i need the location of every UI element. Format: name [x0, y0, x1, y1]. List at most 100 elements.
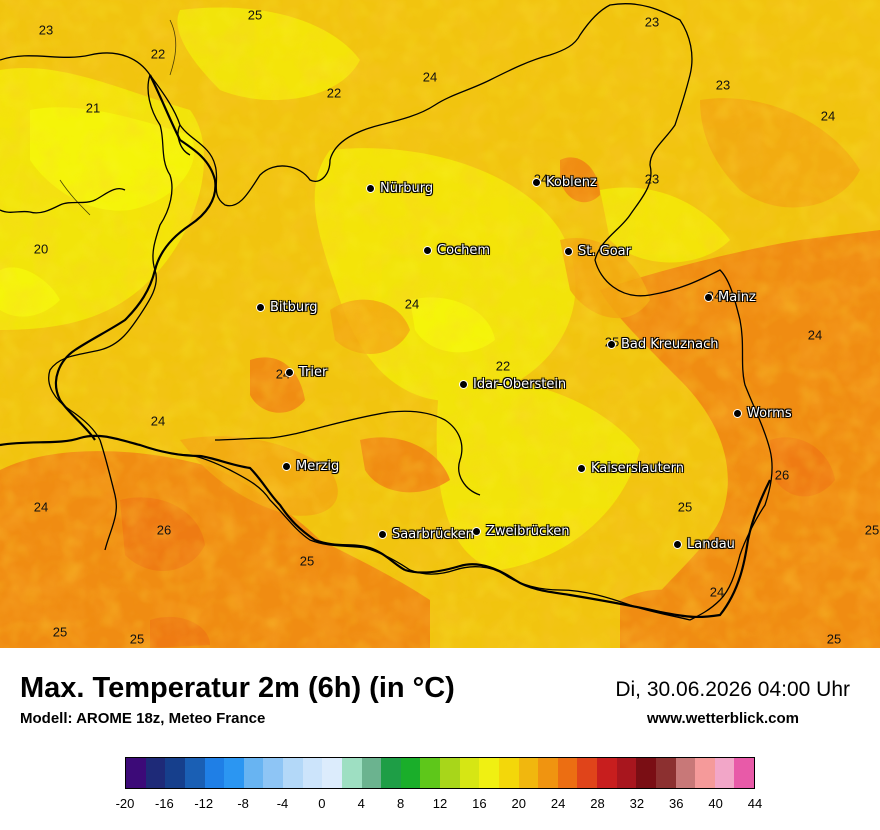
colorbar-swatch: [420, 758, 440, 788]
temp-label: 24: [422, 69, 438, 85]
city-bitburg[interactable]: Bitburg: [256, 300, 318, 315]
city-worms[interactable]: Worms: [733, 406, 792, 421]
colorbar-swatch: [440, 758, 460, 788]
city-name: Cochem: [437, 243, 491, 258]
colorbar-tick-label: -20: [115, 796, 135, 811]
forecast-datetime: Di, 30.06.2026 04:00 Uhr: [615, 678, 850, 701]
city-name: Koblenz: [546, 175, 597, 190]
temp-label: 26: [774, 467, 790, 483]
city-name: Landau: [687, 537, 735, 552]
colorbar-swatch: [184, 758, 205, 788]
colorbar-swatch: [243, 758, 264, 788]
temp-label: 25: [247, 7, 263, 23]
colorbar-swatch: [557, 758, 578, 788]
city-dot: [673, 540, 682, 549]
city-cochem[interactable]: Cochem: [423, 243, 490, 258]
city-mainz[interactable]: Mainz: [704, 290, 756, 305]
city-bad-kreuznach[interactable]: Bad Kreuznach: [607, 337, 719, 352]
colorbar-tick-label: 16: [472, 796, 487, 811]
colorbar-swatch: [204, 758, 225, 788]
city-name: Bitburg: [270, 300, 318, 315]
city-dot: [472, 527, 481, 536]
city-dot: [704, 293, 713, 302]
colorbar-swatch: [322, 758, 342, 788]
temp-label: 24: [807, 327, 823, 343]
colorbar-tick-label: 44: [747, 796, 763, 811]
colorbar-swatch: [597, 758, 617, 788]
temp-label: 25: [52, 624, 68, 640]
city-kaiserslautern[interactable]: Kaiserslautern: [577, 461, 684, 476]
colorbar-swatch: [459, 758, 480, 788]
city-name: Bad Kreuznach: [621, 337, 719, 352]
city-idar-oberstein[interactable]: Idar-Oberstein: [459, 377, 566, 392]
footer: Max. Temperatur 2m (6h) (in °C) Modell: …: [0, 648, 880, 830]
city-dot: [532, 178, 541, 187]
city-dot: [577, 464, 586, 473]
colorbar-tick-label: 40: [708, 796, 723, 811]
temp-label: 24: [33, 499, 49, 515]
colorbar-swatch: [400, 758, 421, 788]
model-info: Modell: AROME 18z, Meteo France: [20, 710, 266, 727]
colorbar-swatch: [145, 758, 166, 788]
colorbar-swatch: [675, 758, 696, 788]
website-link[interactable]: www.wetterblick.com: [647, 710, 799, 727]
city-dot: [282, 462, 291, 471]
city-name: Mainz: [718, 290, 756, 305]
city-merzig[interactable]: Merzig: [282, 459, 339, 474]
city-dot: [378, 530, 387, 539]
map-title: Max. Temperatur 2m (6h) (in °C): [20, 672, 455, 704]
temp-label: 25: [677, 499, 693, 515]
colorbar-swatch: [636, 758, 656, 788]
colorbar-tick-label: 12: [432, 796, 448, 811]
colorbar-swatch: [381, 758, 401, 788]
temp-label: 25: [129, 631, 145, 647]
city-dot: [564, 247, 573, 256]
texture-noise-light: [0, 0, 880, 648]
colorbar-swatch: [695, 758, 715, 788]
city-name: Worms: [747, 406, 792, 421]
city-dot: [459, 380, 468, 389]
temperature-map: 25 23 22 23 24 22 21 23 24 24 23 20 24 2…: [0, 0, 880, 648]
city-name: Merzig: [296, 459, 340, 474]
colorbar-swatch: [341, 758, 362, 788]
colorbar-swatch: [302, 758, 323, 788]
colorbar-swatch: [361, 758, 382, 788]
colorbar-tick-label: -16: [154, 796, 174, 811]
temp-label: 24: [404, 296, 420, 312]
colorbar-swatch: [263, 758, 283, 788]
temp-label: 23: [715, 77, 731, 93]
colorbar-swatch: [714, 758, 735, 788]
colorbar: [125, 757, 755, 789]
colorbar-tick-label: -8: [237, 796, 249, 811]
city-landau[interactable]: Landau: [673, 537, 735, 552]
temp-label: 25: [826, 631, 842, 647]
city-st-goar[interactable]: St. Goar: [564, 244, 631, 259]
city-nuerburg[interactable]: Nürburg: [366, 181, 433, 196]
colorbar-swatch: [224, 758, 244, 788]
temp-label: 25: [299, 553, 315, 569]
colorbar-tick-label: 24: [550, 796, 566, 811]
temp-label: 25: [864, 522, 880, 538]
city-saarbruecken[interactable]: Saarbrücken: [378, 527, 474, 542]
temp-label: 21: [85, 100, 101, 116]
colorbar-swatch: [655, 758, 676, 788]
colorbar-tick-label: 28: [590, 796, 605, 811]
colorbar-swatch: [498, 758, 519, 788]
city-trier[interactable]: Trier: [285, 365, 327, 380]
colorbar-ticks: -20 -16 -12 -8 -4 0 4 8 12 16 20 24 28 32 36 40 44: [116, 796, 763, 812]
city-zweibruecken[interactable]: Zweibrücken: [472, 524, 569, 539]
city-name: Idar-Oberstein: [473, 377, 567, 392]
temp-label: 22: [495, 358, 511, 374]
city-name: Trier: [299, 365, 328, 380]
colorbar-swatch: [126, 758, 146, 788]
colorbar-tick-label: 32: [629, 796, 645, 811]
temp-label: 20: [33, 241, 49, 257]
temp-label: 22: [326, 85, 342, 101]
map-layer: [0, 0, 880, 648]
colorbar-swatch: [479, 758, 499, 788]
colorbar-tick-label: 8: [397, 796, 405, 811]
city-dot: [423, 246, 432, 255]
city-dot: [285, 368, 294, 377]
city-dot: [733, 409, 742, 418]
city-koblenz[interactable]: Koblenz: [532, 175, 597, 190]
